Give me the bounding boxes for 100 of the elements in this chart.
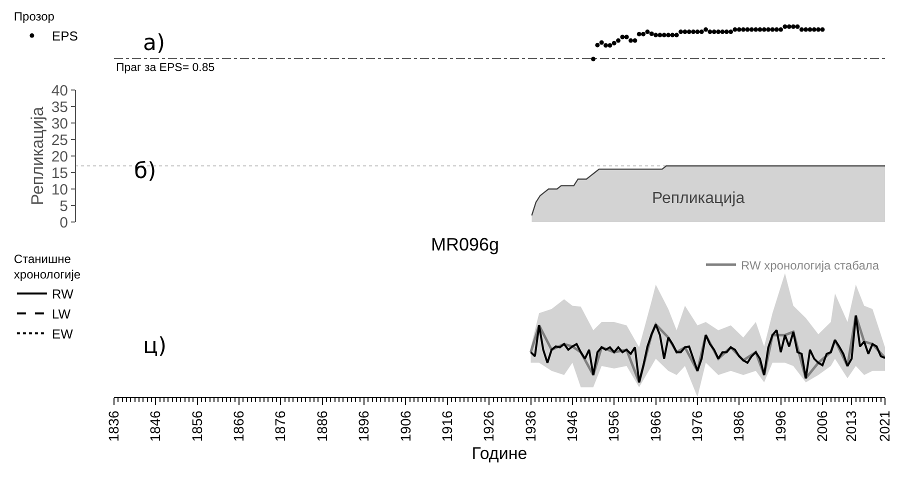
y-tick-label: 15 xyxy=(51,164,68,182)
point xyxy=(695,30,700,34)
legend-label: EW xyxy=(52,326,74,342)
legend-label: RW xyxy=(52,286,74,302)
point xyxy=(636,32,642,36)
y-tick-label: 5 xyxy=(60,198,68,215)
y-tick-label: 40 xyxy=(51,82,68,100)
x-tick-label: 2021 xyxy=(876,410,893,442)
point xyxy=(712,30,716,34)
point xyxy=(682,30,688,34)
point xyxy=(670,32,675,38)
point xyxy=(749,27,754,32)
point xyxy=(782,24,788,29)
point xyxy=(591,56,596,62)
x-tick-label: 1896 xyxy=(356,410,372,442)
annotation: а) xyxy=(143,31,166,56)
y-tick-label: 35 xyxy=(51,98,68,116)
point xyxy=(766,27,771,32)
x-tick-label: 1856 xyxy=(188,410,205,442)
point xyxy=(645,30,650,34)
y-axis-title: Репликација xyxy=(28,106,47,206)
point xyxy=(686,30,692,34)
point xyxy=(612,40,616,46)
legend-label: LW xyxy=(52,306,72,322)
point xyxy=(595,42,600,48)
point xyxy=(699,30,704,34)
point xyxy=(604,43,608,48)
point xyxy=(666,32,671,38)
x-tick-label: 1956 xyxy=(606,410,622,442)
point xyxy=(674,32,679,38)
point xyxy=(745,27,750,32)
x-tick-label: 1946 xyxy=(564,410,580,442)
x-tick-label: 2013 xyxy=(843,410,860,442)
point xyxy=(624,34,629,40)
x-tick-label: 2006 xyxy=(814,410,830,442)
point xyxy=(658,32,662,38)
point xyxy=(716,30,721,34)
y-tick-label: 0 xyxy=(60,214,68,232)
chart-title: MR096g xyxy=(430,234,500,255)
point xyxy=(816,27,821,32)
point xyxy=(724,30,729,34)
point xyxy=(654,32,658,38)
point xyxy=(708,30,712,34)
point xyxy=(754,27,758,32)
point xyxy=(795,24,800,29)
x-tick-label: 1846 xyxy=(147,410,164,442)
x-tick-label: 1886 xyxy=(314,410,330,442)
point xyxy=(804,27,808,32)
point xyxy=(728,30,734,34)
y-tick-label: 20 xyxy=(51,148,68,166)
y-tick-label: 10 xyxy=(51,181,68,198)
annotation: Репликација xyxy=(652,190,745,207)
point xyxy=(649,31,654,36)
point xyxy=(812,27,816,32)
point xyxy=(662,32,666,38)
x-tick-label: 1996 xyxy=(772,410,788,442)
point xyxy=(732,27,738,32)
legend-title: Прозор xyxy=(14,10,55,24)
point xyxy=(791,24,796,29)
point xyxy=(720,30,725,34)
point xyxy=(758,27,762,32)
x-tick-label: 1976 xyxy=(689,410,706,442)
point xyxy=(820,27,825,32)
x-tick-label: 1926 xyxy=(480,410,497,442)
point xyxy=(678,30,684,34)
annotation: б) xyxy=(134,159,156,184)
x-tick-label: 1876 xyxy=(272,410,288,442)
point xyxy=(632,38,638,43)
point xyxy=(620,34,625,40)
y-tick-label: 30 xyxy=(51,115,68,132)
point xyxy=(736,27,742,32)
x-tick-label: 1936 xyxy=(522,410,538,442)
point xyxy=(799,27,804,32)
x-tick-label: 1906 xyxy=(397,410,414,442)
point xyxy=(808,27,812,32)
x-tick-label: 1966 xyxy=(647,410,664,442)
annotation: ц) xyxy=(143,334,167,359)
legend-label: EPS xyxy=(52,28,78,44)
x-tick-label: 1916 xyxy=(438,410,455,442)
point xyxy=(616,38,621,43)
text: Праг за EPS= 0.85 xyxy=(116,62,215,74)
point xyxy=(778,27,784,32)
point xyxy=(599,40,604,45)
x-tick-label: 1836 xyxy=(106,410,122,442)
point xyxy=(770,27,775,32)
x-tick-label: 1866 xyxy=(230,410,247,442)
legend-label: RW хронологија стабала xyxy=(741,258,880,272)
point xyxy=(774,27,779,32)
point xyxy=(786,24,792,29)
x-tick-label: 1986 xyxy=(730,410,747,442)
x-axis-title: Године xyxy=(472,444,528,464)
y-tick-label: 25 xyxy=(51,132,68,149)
point xyxy=(762,27,766,32)
point xyxy=(641,32,646,36)
point xyxy=(628,38,634,43)
point xyxy=(608,43,612,48)
point xyxy=(741,27,746,32)
legend-title: Станишне хронологије xyxy=(14,252,81,282)
point xyxy=(691,30,696,34)
point xyxy=(704,27,708,32)
